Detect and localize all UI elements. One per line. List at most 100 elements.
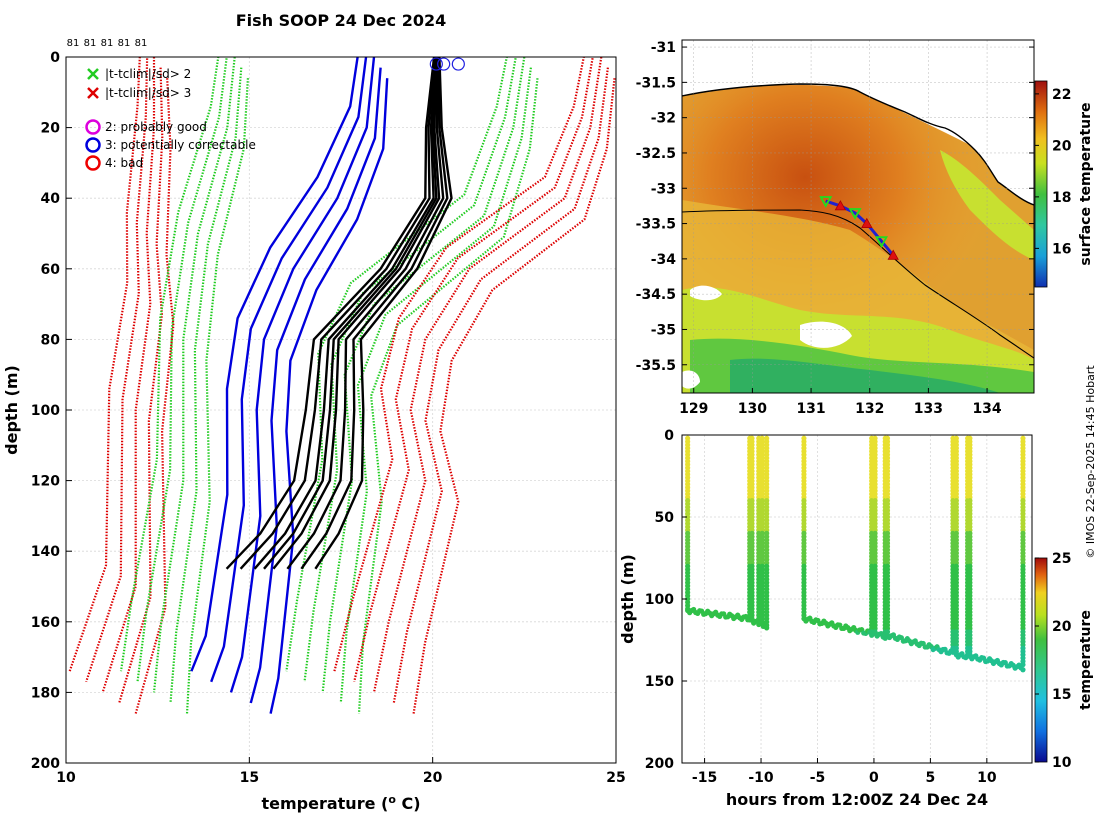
- coastline: [682, 83, 1034, 206]
- bottom-xticks: -15 -10 -5 0 5 10: [692, 758, 997, 786]
- left-yticks: 0 20 40 60 80 100 120 140 160 180 200: [31, 50, 72, 772]
- profile-line: [269, 78, 389, 714]
- ship-track: [819, 196, 899, 260]
- legend-label: 4: bad: [105, 156, 143, 170]
- left-xtick-label: 10: [56, 770, 76, 786]
- profile-line: [333, 57, 585, 672]
- legend-label: |t-tclim|/sd> 3: [105, 86, 191, 100]
- top-labels: 81 81 81 81 81: [67, 38, 148, 49]
- map-ytick-label: -31: [651, 40, 676, 56]
- map-xtick-label: 133: [914, 401, 943, 417]
- left-xlabel: temperature (o C): [261, 793, 420, 813]
- top-label: 81: [135, 38, 148, 49]
- profile-line: [101, 57, 156, 693]
- top-label: 81: [67, 38, 80, 49]
- cloud-gap: [682, 370, 700, 389]
- sst-tick-label: 20: [1052, 138, 1072, 154]
- profile-line: [190, 57, 359, 672]
- map-ytick-label: -34.5: [636, 287, 676, 303]
- map-ytick-label: -31.5: [636, 75, 676, 91]
- cloud-gap: [800, 321, 852, 348]
- bottom-ytick-label: 100: [645, 592, 674, 608]
- bottom-xlabel: hours from 12:00Z 24 Dec 24: [726, 790, 988, 809]
- sst-tick-label: 16: [1052, 241, 1071, 257]
- flag-circle: [451, 57, 465, 71]
- map-image: [682, 40, 1034, 393]
- bottom-point: [1020, 667, 1026, 673]
- profile-line: [239, 57, 437, 570]
- profile-line: [68, 57, 141, 672]
- bottom-ytick-label: 0: [664, 428, 674, 444]
- legend-circle-marker: [85, 119, 101, 135]
- temp-colorbar-label: temperature: [1078, 610, 1094, 710]
- sea-green-deep: [730, 358, 1000, 393]
- map-ytick-label: -32.5: [636, 146, 676, 162]
- map-ytick-label: -33.5: [636, 217, 676, 233]
- legend-x-marker: [87, 87, 99, 99]
- profile-line: [314, 57, 453, 570]
- bottom-yticks: 0 50 100 150 200: [645, 428, 687, 772]
- profile-line: [152, 57, 236, 693]
- legend-circle-marker: [85, 137, 101, 153]
- flag-circle: [437, 57, 451, 71]
- left-ytick-label: 180: [31, 685, 60, 701]
- track-bad-marker: [861, 217, 873, 228]
- bottom-ylabel: depth (m): [618, 554, 637, 644]
- map-ytick-label: -35.5: [636, 358, 676, 374]
- bottom-ytick-label: 150: [645, 674, 674, 690]
- left-grid: [65, 56, 617, 764]
- map-ytick-label: -32: [651, 111, 676, 127]
- left-ytick-label: 20: [41, 121, 61, 137]
- bottom-xtick-label: -10: [748, 770, 774, 786]
- credit-text: © IMOS 22-Sep-2025 14:45 Hobart: [1084, 365, 1097, 559]
- profile-line: [263, 57, 438, 570]
- left-xtick-label: 25: [606, 770, 625, 786]
- land: [682, 40, 1034, 205]
- profile-line: [412, 78, 616, 714]
- bottom-xtick-label: 5: [926, 770, 936, 786]
- legend-label: |t-tclim|/sd> 2: [105, 67, 191, 81]
- bottom-xtick-label: -5: [810, 770, 826, 786]
- bottom-series: [685, 435, 1026, 673]
- left-xtick-label: 20: [423, 770, 443, 786]
- bottom-xtick-label: -15: [692, 770, 717, 786]
- sst-colorbar-ticks: 16 18 20 22: [1035, 87, 1072, 257]
- ascent-point: [764, 622, 770, 628]
- map-xtick-label: 132: [855, 401, 884, 417]
- legend-label: 2: probably good: [105, 120, 207, 134]
- left-ytick-label: 80: [41, 332, 61, 348]
- profile-line: [169, 67, 243, 704]
- map-xtick-label: 131: [796, 401, 825, 417]
- profile-line: [85, 57, 149, 683]
- track-good-marker: [819, 196, 833, 208]
- shelf-contour: [682, 209, 1034, 359]
- map-frame: [681, 39, 1035, 394]
- left-ytick-label: 0: [50, 50, 60, 66]
- bottom-xtick-label: 0: [869, 770, 879, 786]
- bottom-grid: [682, 434, 1032, 764]
- track-bad-marker: [834, 200, 847, 211]
- map-ytick-label: -33: [651, 181, 676, 197]
- left-ylabel: depth (m): [2, 365, 21, 455]
- left-xtick-label: 15: [240, 770, 259, 786]
- left-axes-frame: [65, 56, 617, 764]
- profile-line: [300, 57, 449, 570]
- temp-tick-label: 15: [1052, 687, 1071, 703]
- bottom-xtick-label: 10: [977, 770, 997, 786]
- sst-tick-label: 22: [1052, 87, 1071, 103]
- left-ytick-label: 160: [31, 615, 60, 631]
- sst-tick-label: 18: [1052, 190, 1071, 206]
- map-ytick-label: -35: [651, 322, 676, 338]
- track-good-marker: [874, 236, 888, 249]
- track-good-marker: [848, 208, 862, 220]
- sst-colorbar: [1034, 80, 1048, 288]
- profile-line: [286, 57, 445, 570]
- profile-line: [372, 57, 603, 693]
- top-label: 81: [118, 38, 131, 49]
- profile-line: [119, 57, 220, 672]
- left-ytick-label: 100: [31, 403, 60, 419]
- flag-circle: [429, 57, 443, 71]
- profile-line: [210, 57, 368, 683]
- profile-line: [136, 57, 228, 682]
